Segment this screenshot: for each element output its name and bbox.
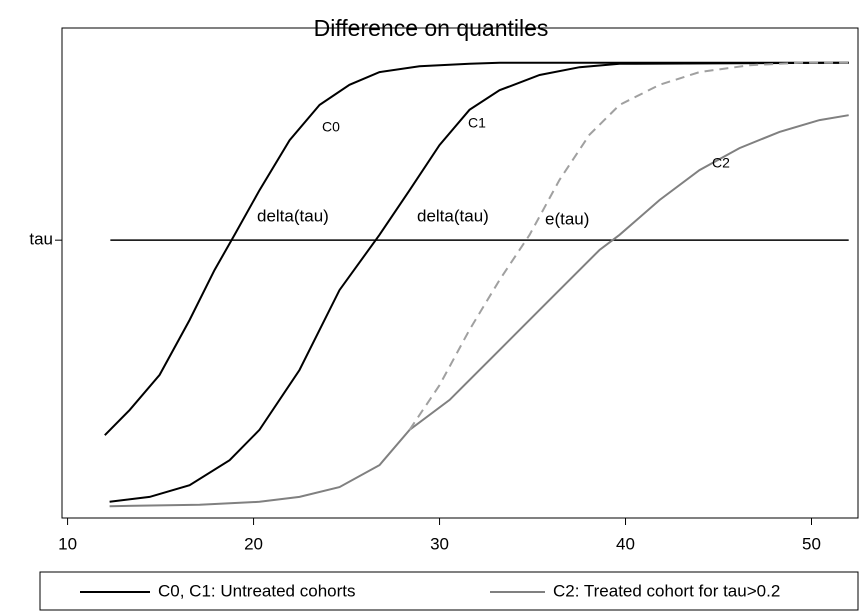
line [104,61,849,436]
x-tick-label: 50 [802,534,821,553]
annotation: e(tau) [545,209,589,228]
y-tick-label: tau [29,230,53,249]
x-tick-label: 10 [58,534,77,553]
annotation: delta(tau) [257,206,329,225]
line [109,114,849,508]
annotation: delta(tau) [417,206,489,225]
curve-label: C2 [712,155,730,171]
plot-frame [61,27,859,519]
legend-box [39,571,859,611]
curve-label: C0 [322,119,340,135]
dashed-line [408,61,849,431]
x-tick-label: 40 [616,534,635,553]
legend-label: C0, C1: Untreated cohorts [158,581,355,600]
line [109,61,849,503]
x-tick-label: 30 [430,534,449,553]
curve-label: C1 [468,115,486,131]
legend-label: C2: Treated cohort for tau>0.2 [553,581,780,600]
x-tick-label: 20 [244,534,263,553]
